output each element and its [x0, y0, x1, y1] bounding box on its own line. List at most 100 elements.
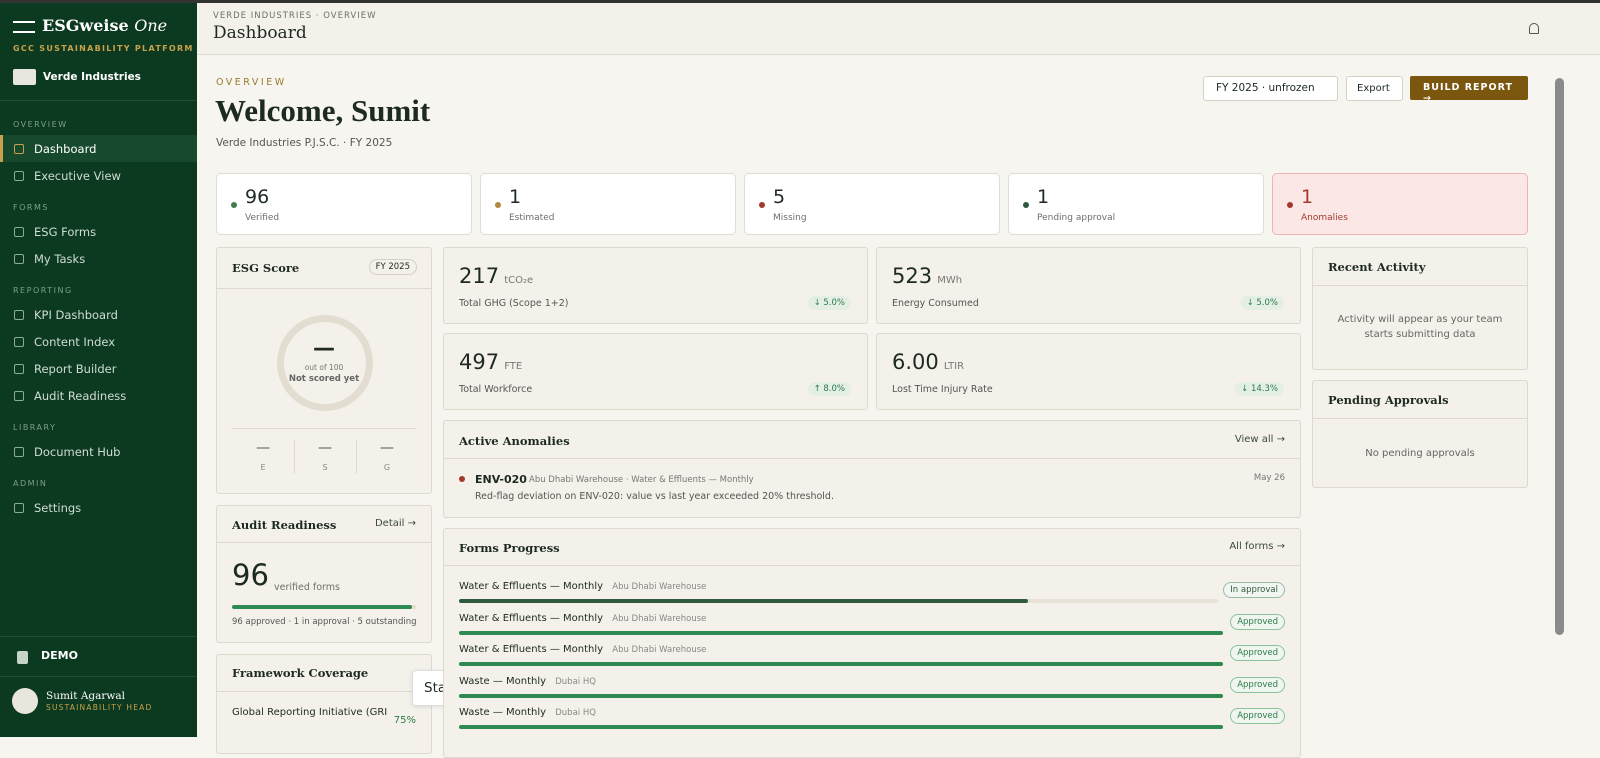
nav-item[interactable]: Settings: [0, 494, 197, 521]
divider: [0, 636, 197, 637]
kpi-label: Total Workforce: [459, 384, 533, 395]
export-button[interactable]: Export: [1346, 76, 1403, 101]
form-name: Water & Effluents — Monthly: [459, 644, 604, 655]
scrollbar-thumb[interactable]: [1555, 78, 1564, 635]
divider: [232, 428, 416, 429]
card-title: Recent Activity: [1328, 260, 1426, 274]
form-site: Abu Dhabi Warehouse: [612, 582, 707, 592]
stat-card: 1 Pending approval: [1008, 173, 1264, 235]
card-title: Audit Readiness: [232, 518, 337, 532]
pillar-value: —: [380, 440, 394, 456]
kpi-card: 523 MWh Energy Consumed ↓ 5.0%: [876, 247, 1301, 324]
kpi-value: 523: [892, 264, 933, 288]
audit-value: 96: [232, 558, 269, 592]
nav-icon: [14, 253, 24, 264]
welcome: Welcome, Sumit: [215, 93, 431, 128]
status-dot: [759, 202, 765, 208]
framework-name: Global Reporting Initiative (GRI: [232, 707, 388, 718]
audit-summary: 96 approved · 1 in approval · 5 outstand…: [232, 617, 417, 627]
build-button[interactable]: BUILD REPORT →: [1410, 76, 1528, 104]
divider: [217, 691, 431, 692]
progress-bar: [459, 630, 1223, 635]
kpi-card: 497 FTE Total Workforce ↑ 8.0%: [443, 333, 868, 410]
nav-section: REPORTING: [13, 286, 73, 295]
form-status: In approval: [1223, 582, 1285, 598]
bell[interactable]: [1529, 23, 1539, 34]
anomaly-meta: Abu Dhabi Warehouse · Water & Effluents …: [529, 475, 754, 485]
divider: [0, 100, 197, 101]
nav-section: OVERVIEW: [13, 120, 68, 129]
stat-label: Estimated: [509, 213, 555, 223]
kpi-unit: FTE: [504, 361, 523, 372]
period-select[interactable]: FY 2025 · unfrozen: [1203, 76, 1338, 101]
nav-label: Report Builder: [34, 361, 117, 376]
mode-icon: [17, 651, 28, 664]
nav-label: Content Index: [34, 334, 116, 349]
user-role: SUSTAINABILITY HEAD: [46, 703, 153, 712]
nav-item[interactable]: Audit Readiness: [0, 382, 197, 409]
nav-item[interactable]: Document Hub: [0, 438, 197, 465]
anomaly-message: Red-flag deviation on ENV-020: value vs …: [475, 491, 834, 502]
export: Export: [1357, 83, 1390, 94]
nav-item[interactable]: Report Builder: [0, 355, 197, 382]
nav-item[interactable]: Dashboard: [0, 135, 197, 162]
card-title: Active Anomalies: [459, 434, 570, 448]
kpi-value-row: 217 tCO₂e: [459, 264, 533, 288]
forms-card: Forms Progress All forms → Water & Effluen…: [443, 528, 1301, 758]
nav-item[interactable]: My Tasks: [0, 245, 197, 272]
nav-icon: [14, 390, 24, 401]
status-dot: [495, 202, 501, 208]
breadcrumb: VERDE INDUSTRIES · OVERVIEW: [213, 11, 377, 21]
form-name: Waste — Monthly: [459, 707, 547, 718]
anomaly-date: May 26: [1253, 473, 1285, 483]
brand: ESGweise One: [42, 16, 167, 35]
score-status: Not scored yet: [288, 374, 360, 384]
pillar-divider: [356, 440, 357, 474]
empty-state: No pending approvals: [1365, 448, 1475, 459]
form-name: Water & Effluents — Monthly: [459, 612, 604, 624]
stat-value: 1: [1301, 186, 1314, 208]
nav-icon: [14, 170, 24, 181]
form-status: Approved: [1230, 708, 1285, 724]
progress-bar: [459, 725, 1223, 729]
activity-card: Recent Activity Activity will appear as y…: [1312, 247, 1528, 370]
form-row: Water & Effluents — Monthly Abu Dhabi Wa…: [459, 581, 706, 592]
nav-item[interactable]: Executive View: [0, 162, 197, 189]
kpi-label: Total GHG (Scope 1+2): [459, 298, 569, 309]
eyebrow: OVERVIEW: [216, 77, 287, 88]
nav-item[interactable]: ESG Forms: [0, 218, 197, 245]
card-link[interactable]: View all →: [1234, 434, 1285, 445]
stat-label: Anomalies: [1301, 213, 1348, 223]
nav-item[interactable]: KPI Dashboard: [0, 301, 197, 328]
kpi-card: 217 tCO₂e Total GHG (Scope 1+2) ↓ 5.0%: [443, 247, 868, 324]
mode-switch[interactable]: DEMO: [41, 649, 78, 662]
card-title: Forms Progress: [459, 541, 560, 555]
form-row: Waste — Monthly Dubai HQ: [459, 676, 596, 687]
approvals-card: Pending Approvals No pending approvals: [1312, 380, 1528, 488]
kpi-unit: MWh: [937, 275, 963, 286]
sidebar: ESGweise One GCC SUSTAINABILITY PLATFORM V…: [0, 3, 197, 737]
card-title: ESG Score: [232, 261, 300, 275]
kpi-change: ↓ 14.3%: [1235, 382, 1284, 396]
card-title: Framework Coverage: [232, 666, 369, 680]
org-logo: [13, 69, 36, 85]
nav: OVERVIEW Dashboard Executive View FORMS ESG …: [0, 106, 197, 521]
pillar-label: E: [260, 463, 266, 472]
nav-section: ADMIN: [13, 479, 48, 488]
nav-label: Audit Readiness: [34, 388, 127, 403]
status-dot: [1023, 202, 1029, 208]
score-ring: [277, 315, 373, 411]
nav-section: LIBRARY: [13, 423, 57, 432]
nav-label: Executive View: [34, 168, 121, 183]
kpi-card: 6.00 LTIR Lost Time Injury Rate ↓ 14.3%: [876, 333, 1301, 410]
nav-item[interactable]: Content Index: [0, 328, 197, 355]
tagline: GCC SUSTAINABILITY PLATFORM: [13, 44, 194, 53]
card-link[interactable]: All forms →: [1229, 541, 1285, 552]
stat-card: 5 Missing: [744, 173, 1000, 235]
divider: [444, 458, 1300, 459]
form-status: Approved: [1230, 645, 1285, 661]
stat-value: 5: [773, 186, 786, 208]
pillar-label: S: [322, 463, 328, 472]
